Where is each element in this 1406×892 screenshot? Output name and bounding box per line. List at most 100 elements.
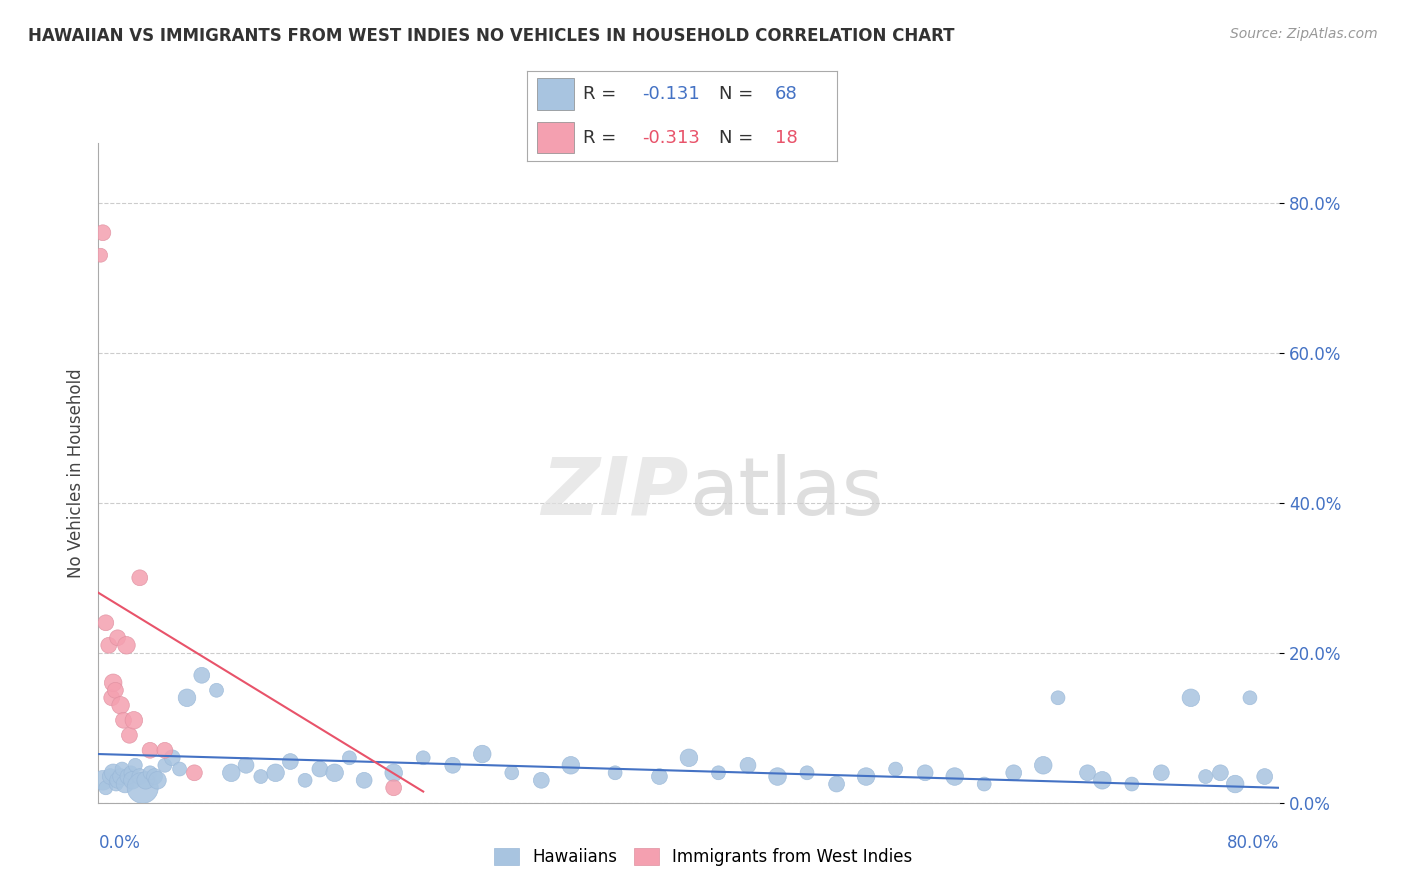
Point xyxy=(117,770,139,784)
Text: 0.0%: 0.0% xyxy=(98,834,141,852)
Point xyxy=(1223,777,1246,791)
Point xyxy=(1254,770,1277,784)
Point xyxy=(143,770,166,784)
Point xyxy=(103,765,125,780)
Point xyxy=(118,728,141,742)
Point xyxy=(471,747,494,761)
Point xyxy=(337,751,360,765)
Point xyxy=(110,770,132,784)
Text: atlas: atlas xyxy=(689,453,883,532)
Point xyxy=(825,777,848,791)
Point xyxy=(124,758,146,772)
Point xyxy=(1002,765,1025,780)
Point xyxy=(153,743,176,757)
Point xyxy=(146,773,169,788)
Point xyxy=(323,765,346,780)
Text: ZIP: ZIP xyxy=(541,453,689,532)
Point xyxy=(264,765,287,780)
Point xyxy=(98,770,121,784)
Point xyxy=(94,615,117,630)
Point xyxy=(112,714,135,728)
Point xyxy=(135,773,157,788)
Point xyxy=(560,758,582,772)
Point xyxy=(91,773,114,788)
Point xyxy=(1180,690,1202,705)
Point xyxy=(107,631,129,645)
Text: -0.131: -0.131 xyxy=(641,85,699,103)
Point xyxy=(103,675,125,690)
Point xyxy=(855,770,877,784)
Point xyxy=(139,743,162,757)
Text: 68: 68 xyxy=(775,85,797,103)
Point xyxy=(1121,777,1143,791)
Point xyxy=(91,226,114,240)
Point xyxy=(1195,770,1218,784)
Point xyxy=(501,765,523,780)
Text: 18: 18 xyxy=(775,128,797,147)
Point xyxy=(176,690,198,705)
Point xyxy=(128,770,150,784)
Point xyxy=(100,690,122,705)
Text: 80.0%: 80.0% xyxy=(1227,834,1279,852)
Point xyxy=(132,780,155,795)
Text: R =: R = xyxy=(583,85,621,103)
Point xyxy=(183,765,205,780)
Text: HAWAIIAN VS IMMIGRANTS FROM WEST INDIES NO VEHICLES IN HOUSEHOLD CORRELATION CHA: HAWAIIAN VS IMMIGRANTS FROM WEST INDIES … xyxy=(28,27,955,45)
Point xyxy=(110,698,132,713)
Point xyxy=(796,765,818,780)
Point xyxy=(105,777,128,791)
Point xyxy=(737,758,759,772)
Point xyxy=(169,762,191,776)
Text: -0.313: -0.313 xyxy=(641,128,700,147)
Point xyxy=(382,780,405,795)
Text: Source: ZipAtlas.com: Source: ZipAtlas.com xyxy=(1230,27,1378,41)
Point xyxy=(1091,773,1114,788)
Point xyxy=(120,765,142,780)
Point xyxy=(104,683,127,698)
Point xyxy=(914,765,936,780)
Point xyxy=(90,248,112,262)
Point xyxy=(250,770,273,784)
Point xyxy=(115,638,138,652)
Point xyxy=(678,751,700,765)
Point xyxy=(353,773,375,788)
Text: R =: R = xyxy=(583,128,621,147)
Text: N =: N = xyxy=(718,85,759,103)
Point xyxy=(707,765,730,780)
Point xyxy=(973,777,995,791)
Point xyxy=(219,765,243,780)
Point xyxy=(1150,765,1173,780)
Point xyxy=(605,765,627,780)
Point xyxy=(766,770,789,784)
Point xyxy=(412,751,434,765)
Point xyxy=(114,777,136,791)
Point xyxy=(94,780,117,795)
Point xyxy=(139,765,162,780)
Point xyxy=(884,762,907,776)
Point xyxy=(1209,765,1232,780)
Point xyxy=(1077,765,1099,780)
Point xyxy=(122,714,145,728)
Point xyxy=(235,758,257,772)
Point xyxy=(1046,690,1069,705)
Point xyxy=(382,765,405,780)
Point xyxy=(943,770,966,784)
Point xyxy=(162,751,183,765)
Point xyxy=(128,571,150,585)
Point xyxy=(530,773,553,788)
Point xyxy=(153,758,176,772)
Text: N =: N = xyxy=(718,128,759,147)
Point xyxy=(97,638,120,652)
Point xyxy=(309,762,332,776)
Legend: Hawaiians, Immigrants from West Indies: Hawaiians, Immigrants from West Indies xyxy=(485,840,921,875)
Y-axis label: No Vehicles in Household: No Vehicles in Household xyxy=(66,368,84,578)
FancyBboxPatch shape xyxy=(537,122,574,153)
Point xyxy=(278,755,302,769)
Point xyxy=(205,683,228,698)
Point xyxy=(191,668,214,682)
Point xyxy=(1239,690,1261,705)
Point xyxy=(294,773,316,788)
Point xyxy=(648,770,671,784)
Point xyxy=(441,758,464,772)
FancyBboxPatch shape xyxy=(537,78,574,110)
